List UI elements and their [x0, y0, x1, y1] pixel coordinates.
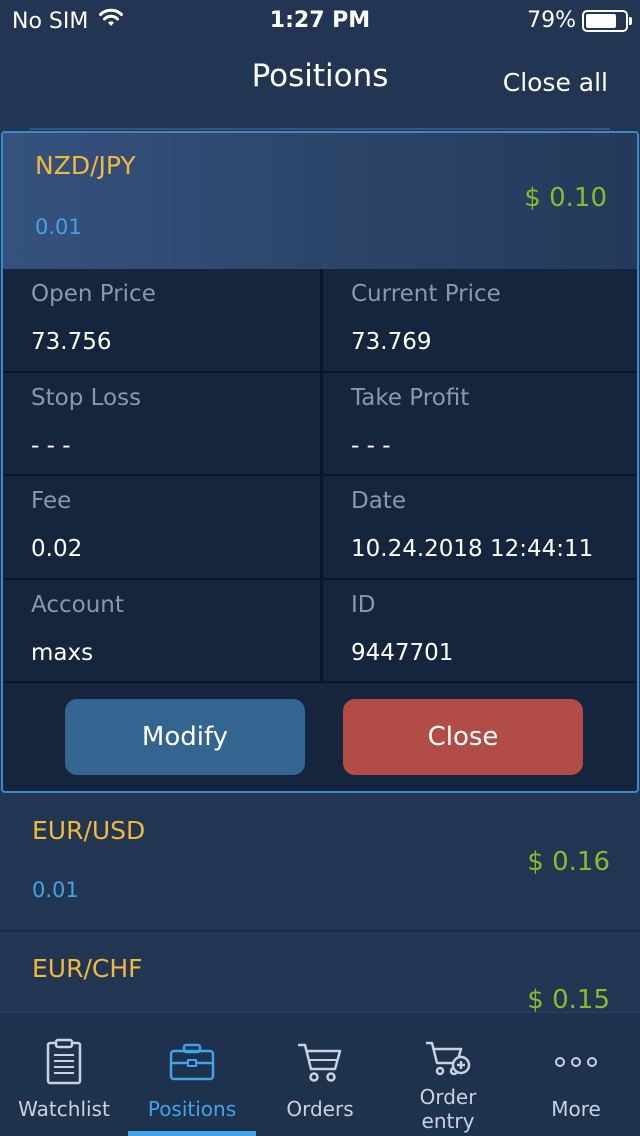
detail-value: 9447701 — [351, 640, 454, 666]
cart-plus-icon — [426, 1041, 471, 1076]
status-bar: No SIM 1:27 PM 79% — [0, 0, 640, 40]
active-tab-indicator — [128, 1131, 256, 1136]
detail-value: 73.769 — [351, 329, 432, 355]
grid-column-divider — [320, 269, 323, 683]
carrier-label: No SIM — [12, 8, 89, 34]
detail-stop-loss: Stop Loss - - - — [3, 373, 321, 476]
grid-row-divider — [3, 681, 637, 683]
detail-value: 73.756 — [31, 329, 112, 355]
detail-take-profit: Take Profit - - - — [323, 373, 637, 476]
close-all-button[interactable]: Close all — [502, 68, 608, 97]
tab-orders[interactable]: Orders — [256, 1013, 384, 1136]
detail-value: 10.24.2018 12:44:11 — [351, 536, 594, 562]
detail-label: Take Profit — [351, 385, 470, 411]
detail-value: - - - — [351, 433, 391, 459]
wifi-icon — [98, 8, 124, 34]
position-details-grid: Open Price 73.756 Current Price 73.769 S… — [3, 269, 637, 683]
grid-row-divider — [3, 371, 637, 373]
detail-value: - - - — [31, 433, 71, 459]
position-symbol: NZD/JPY — [35, 151, 136, 180]
tab-bar: Watchlist Positions Orders Order — [0, 1012, 640, 1136]
clipboard-icon — [46, 1038, 82, 1085]
detail-label: Stop Loss — [31, 385, 142, 411]
position-row-eur-usd[interactable]: EUR/USD 0.01 $ 0.16 — [0, 794, 640, 930]
grid-row-divider — [3, 578, 637, 580]
tab-more[interactable]: More — [512, 1013, 640, 1136]
status-left: No SIM — [12, 8, 124, 34]
close-position-button[interactable]: Close — [343, 699, 583, 775]
detail-label: Fee — [31, 488, 72, 514]
detail-label: Open Price — [31, 281, 156, 307]
tab-positions[interactable]: Positions — [128, 1013, 256, 1136]
detail-value: 0.02 — [31, 536, 83, 562]
detail-current-price: Current Price 73.769 — [323, 269, 637, 372]
position-lot: 0.01 — [35, 215, 82, 239]
grid-row-divider — [3, 474, 637, 476]
modify-button[interactable]: Modify — [65, 699, 305, 775]
position-row-eur-chf[interactable]: EUR/CHF $ 0.15 — [0, 932, 640, 1012]
detail-date: Date 10.24.2018 12:44:11 — [323, 476, 637, 579]
detail-fee: Fee 0.02 — [3, 476, 321, 579]
tab-order-entry[interactable]: Order entry — [384, 1013, 512, 1136]
briefcase-icon — [169, 1043, 215, 1081]
detail-account: Account maxs — [3, 580, 321, 683]
detail-value: maxs — [31, 640, 94, 666]
detail-open-price: Open Price 73.756 — [3, 269, 321, 372]
position-pnl: $ 0.10 — [524, 183, 607, 213]
detail-label: Date — [351, 488, 406, 514]
tab-label-line: entry — [421, 1109, 475, 1133]
row-divider — [0, 930, 640, 932]
position-symbol: EUR/USD — [32, 816, 146, 845]
page-title: Positions — [251, 58, 389, 94]
battery-percent: 79% — [527, 8, 576, 33]
detail-label: Current Price — [351, 281, 501, 307]
tab-watchlist[interactable]: Watchlist — [0, 1013, 128, 1136]
detail-label: ID — [351, 592, 376, 618]
position-lot: 0.01 — [32, 878, 79, 902]
expanded-position-card[interactable]: NZD/JPY 0.01 $ 0.10 Open Price 73.756 Cu… — [1, 131, 639, 793]
position-header[interactable]: NZD/JPY 0.01 $ 0.10 — [3, 133, 637, 269]
tab-label: Orders — [286, 1097, 354, 1121]
tab-label-line: Order — [419, 1085, 477, 1109]
status-right: 79% — [527, 8, 632, 33]
header-divider — [30, 128, 610, 130]
status-time: 1:27 PM — [269, 8, 371, 33]
tab-label: Positions — [147, 1097, 237, 1121]
tab-label: More — [551, 1097, 601, 1121]
battery-icon — [582, 9, 632, 32]
more-dots-icon — [555, 1057, 597, 1067]
position-pnl: $ 0.16 — [527, 847, 610, 877]
tab-label: Order entry — [384, 1085, 512, 1133]
position-pnl: $ 0.15 — [527, 985, 610, 1012]
detail-label: Account — [31, 592, 124, 618]
battery-level — [586, 13, 617, 28]
detail-id: ID 9447701 — [323, 580, 637, 683]
position-symbol: EUR/CHF — [32, 954, 143, 983]
tab-label: Watchlist — [18, 1097, 110, 1121]
cart-icon — [298, 1043, 342, 1082]
